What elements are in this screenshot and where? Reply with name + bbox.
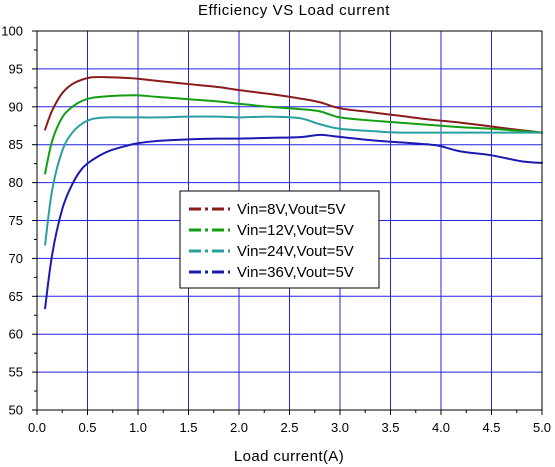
legend-label: Vin=8V,Vout=5V <box>237 201 345 218</box>
legend: Vin=8V,Vout=5V Vin=12V,Vout=5V Vin=24V,Vou… <box>179 190 380 289</box>
legend-label: Vin=24V,Vout=5V <box>237 243 354 260</box>
series-line-4 <box>44 133 543 310</box>
y-tick-label: 70 <box>9 251 23 266</box>
x-tick-label: 3.5 <box>381 420 399 435</box>
x-tick-label: 2.0 <box>230 420 248 435</box>
y-tick-label: 80 <box>9 175 23 190</box>
y-tick-label: 90 <box>9 99 23 114</box>
chart-title: Efficiency VS Load current <box>198 2 390 19</box>
x-tick-labels: 0.0 0.5 1.0 1.5 2.0 2.5 3.0 3.5 4.0 4.5 5.0 <box>28 420 551 435</box>
x-tick-label: 4.5 <box>482 420 500 435</box>
series-line-2 <box>44 94 543 175</box>
x-tick-label: 0.5 <box>78 420 96 435</box>
y-tick-label: 85 <box>9 137 23 152</box>
y-tick-label: 60 <box>9 327 23 342</box>
y-tick-label: 100 <box>1 24 23 39</box>
x-axis-title: Load current(A) <box>234 448 344 465</box>
x-tick-label: 5.0 <box>533 420 551 435</box>
y-tick-label: 95 <box>9 61 23 76</box>
x-tick-label: 4.0 <box>432 420 450 435</box>
legend-label: Vin=36V,Vout=5V <box>237 264 354 281</box>
legend-label: Vin=12V,Vout=5V <box>237 222 354 239</box>
series-lines <box>44 76 543 310</box>
x-tick-label: 0.0 <box>28 420 46 435</box>
x-tick-label: 3.0 <box>331 420 349 435</box>
axis-ticks <box>32 30 543 415</box>
x-tick-label: 2.5 <box>280 420 298 435</box>
series-line-1 <box>44 76 543 134</box>
x-tick-label: 1.5 <box>179 420 197 435</box>
y-tick-label: 55 <box>9 365 23 380</box>
y-tick-label: 75 <box>9 213 23 228</box>
series-line-3 <box>44 115 543 246</box>
y-tick-label: 50 <box>9 403 23 418</box>
y-tick-label: 65 <box>9 289 23 304</box>
x-tick-label: 1.0 <box>129 420 147 435</box>
y-tick-labels: 50 55 60 65 70 75 80 85 90 95 100 <box>1 24 23 418</box>
